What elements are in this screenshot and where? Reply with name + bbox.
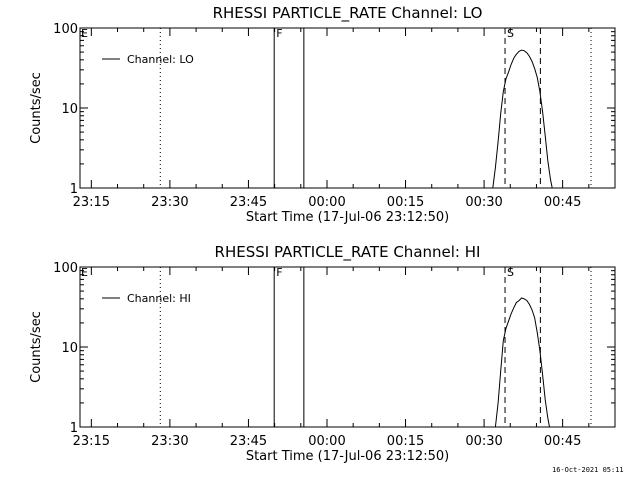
- x-tick-label: 23:30: [151, 434, 188, 449]
- x-tick-label: 00:00: [308, 434, 345, 449]
- chart-title: RHESSI PARTICLE_RATE Channel: HI: [215, 243, 481, 262]
- x-tick-label: 00:45: [544, 434, 581, 449]
- x-tick-label: 00:00: [308, 195, 345, 210]
- x-tick-label: 23:45: [230, 195, 267, 210]
- x-tick-label: 00:45: [544, 195, 581, 210]
- corner-label: E: [81, 266, 88, 279]
- x-tick-label: 23:45: [230, 434, 267, 449]
- x-tick-label: 23:30: [151, 195, 188, 210]
- y-tick-label: 1: [70, 182, 78, 197]
- x-tick-label: 00:15: [387, 434, 424, 449]
- y-tick-label: 10: [61, 341, 78, 356]
- marker-label: F: [276, 27, 282, 40]
- x-axis-label: Start Time (17-Jul-06 23:12:50): [246, 210, 449, 225]
- marker-label: S: [507, 266, 514, 279]
- marker-label: S: [507, 27, 514, 40]
- y-axis-label: Counts/sec: [29, 311, 44, 383]
- x-tick-label: 00:30: [465, 434, 502, 449]
- marker-label: F: [276, 266, 282, 279]
- x-tick-label: 23:15: [73, 195, 110, 210]
- x-axis-label: Start Time (17-Jul-06 23:12:50): [246, 449, 449, 464]
- x-tick-label: 23:15: [73, 434, 110, 449]
- x-tick-label: 00:30: [465, 195, 502, 210]
- chart-panel-1: RHESSI PARTICLE_RATE Channel: LO 23:15 23:…: [29, 4, 616, 225]
- y-tick-label: 1: [70, 421, 78, 436]
- x-tick-label: 00:15: [387, 195, 424, 210]
- chart-panel-2: RHESSI PARTICLE_RATE Channel: HI 23:15 23:…: [29, 243, 616, 464]
- corner-label: E: [81, 27, 88, 40]
- y-axis-label: Counts/sec: [29, 72, 44, 144]
- y-tick-label: 100: [53, 22, 78, 37]
- y-tick-label: 100: [53, 261, 78, 276]
- chart-title: RHESSI PARTICLE_RATE Channel: LO: [213, 4, 483, 23]
- y-tick-label: 10: [61, 102, 78, 117]
- legend-label: Channel: HI: [127, 292, 191, 305]
- legend-label: Channel: LO: [127, 53, 194, 66]
- series-line: [494, 297, 550, 428]
- series-line: [492, 49, 553, 189]
- footer-timestamp: 16-Oct-2021 05:11: [552, 466, 624, 474]
